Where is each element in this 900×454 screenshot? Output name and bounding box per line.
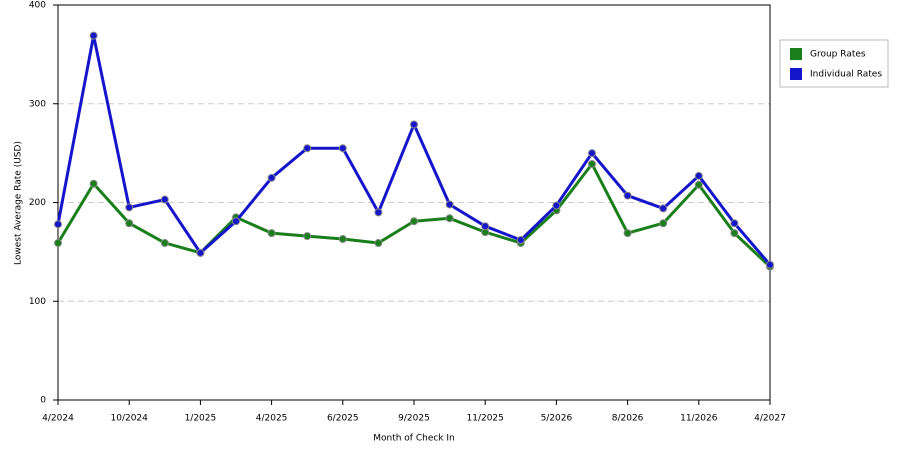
x-tick-label: 6/2025 xyxy=(327,414,359,424)
x-tick-label: 4/2024 xyxy=(42,414,74,424)
data-point xyxy=(196,248,205,257)
y-tick-label: 0 xyxy=(40,396,46,406)
data-point xyxy=(89,179,98,188)
data-point xyxy=(374,238,383,247)
data-point xyxy=(54,238,62,247)
data-point xyxy=(338,235,347,244)
y-tick-label: 200 xyxy=(29,198,46,208)
x-tick-label: 8/2026 xyxy=(612,414,644,424)
data-point xyxy=(374,208,383,217)
data-point xyxy=(232,217,240,226)
legend-swatch xyxy=(790,48,802,60)
data-point xyxy=(303,232,312,241)
data-point xyxy=(623,229,632,238)
series-line xyxy=(56,162,772,268)
data-point xyxy=(267,173,276,182)
data-point xyxy=(481,222,490,231)
data-point xyxy=(730,229,739,238)
x-tick-label: 9/2025 xyxy=(398,414,430,424)
data-point xyxy=(659,204,668,213)
data-point xyxy=(445,200,454,209)
data-point xyxy=(694,171,703,180)
data-point xyxy=(588,149,596,158)
data-point xyxy=(766,260,774,269)
series-line xyxy=(56,34,772,266)
x-tick-label: 5/2026 xyxy=(541,414,573,424)
data-point xyxy=(730,219,739,228)
x-tick-label: 11/2026 xyxy=(680,414,718,424)
data-point xyxy=(445,214,454,223)
data-point xyxy=(160,238,169,247)
y-axis-label: Lowest Average Rate (USD) xyxy=(14,141,24,265)
data-point xyxy=(694,180,703,189)
data-point xyxy=(267,229,276,238)
x-tick-label: 1/2025 xyxy=(185,414,217,424)
data-point xyxy=(125,219,134,228)
data-point xyxy=(160,195,169,204)
y-tick-label: 100 xyxy=(29,297,46,307)
data-point xyxy=(338,144,347,153)
legend-label: Individual Rates xyxy=(810,70,882,80)
data-point xyxy=(89,31,98,40)
x-tick-label: 11/2025 xyxy=(467,414,504,424)
data-point xyxy=(410,120,418,129)
data-point xyxy=(125,203,134,212)
data-point xyxy=(588,159,596,168)
data-point xyxy=(54,220,62,229)
x-tick-label: 10/2024 xyxy=(111,414,149,424)
x-tick-label: 4/2027 xyxy=(754,414,786,424)
legend-swatch xyxy=(790,68,802,80)
x-axis-label: Month of Check In xyxy=(373,434,455,444)
legend-label: Group Rates xyxy=(810,50,866,60)
x-tick-label: 4/2025 xyxy=(256,414,288,424)
data-point xyxy=(623,191,632,200)
y-tick-label: 300 xyxy=(29,99,46,109)
data-point xyxy=(659,219,668,228)
data-point xyxy=(303,144,312,153)
data-point xyxy=(516,236,525,245)
data-point xyxy=(552,201,561,210)
data-point xyxy=(410,217,418,226)
y-tick-label: 400 xyxy=(29,1,46,11)
